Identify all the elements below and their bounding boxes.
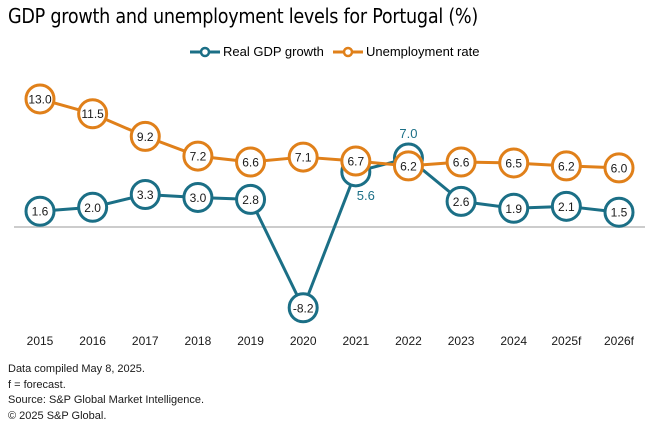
data-point: [235, 183, 267, 215]
data-label: 6.0: [611, 161, 628, 175]
data-label: 9.2: [137, 130, 154, 144]
data-label: 6.5: [505, 156, 522, 170]
data-point: [603, 196, 635, 228]
note-compiled: Data compiled May 8, 2025.: [8, 363, 145, 375]
data-label: 3.3: [137, 188, 154, 202]
data-point: [129, 120, 161, 152]
line-chart: 1.6 2.0 3.3 3.0 2.8 -8.2 5.6 7.0 2.6 1.9 2.1 1.5 13.…: [14, 83, 645, 348]
data-point: [550, 150, 582, 182]
data-point: [603, 152, 635, 184]
chart-title: GDP growth and unemployment levels for P…: [8, 4, 478, 28]
x-tick-label: 2015: [27, 334, 54, 348]
data-label: 6.7: [347, 155, 364, 169]
data-label: 11.5: [81, 107, 104, 121]
data-point: [550, 190, 582, 222]
data-label: 7.1: [295, 151, 312, 165]
note-copyright: © 2025 S&P Global.: [8, 409, 107, 422]
data-point: [235, 146, 267, 178]
x-tick-label: 2019: [237, 334, 264, 348]
data-label: 1.5: [611, 206, 628, 220]
data-label: 5.6: [357, 188, 375, 203]
data-label: 2.0: [84, 201, 101, 215]
x-tick-label: 2021: [342, 334, 369, 348]
data-point: [129, 178, 161, 210]
x-tick-label: 2018: [185, 334, 212, 348]
legend-item-unemployment: Unemployment rate: [333, 44, 479, 59]
series-line: [39, 97, 620, 170]
data-label: 6.2: [558, 159, 575, 173]
data-label: 6.2: [400, 159, 417, 173]
data-label: 6.6: [453, 155, 470, 169]
data-point: [182, 140, 214, 172]
data-point: [498, 147, 530, 179]
legend-item-gdp: Real GDP growth: [190, 44, 324, 59]
data-label: 3.0: [190, 191, 207, 205]
data-label: 2.6: [453, 195, 470, 209]
data-label: 1.6: [32, 205, 49, 219]
data-point: [445, 185, 477, 217]
data-point: [392, 150, 424, 182]
legend-label-gdp: Real GDP growth: [223, 44, 324, 59]
data-point: [24, 195, 56, 227]
legend-marker-gdp-icon: [190, 46, 220, 57]
data-point: [498, 192, 530, 224]
series-gdp: 1.6 2.0 3.3 3.0 2.8 -8.2 5.6 7.0 2.6 1.9 2.1 1.5: [24, 126, 635, 324]
data-label: 2.8: [242, 193, 259, 207]
data-label: 13.0: [28, 92, 52, 106]
x-tick-label: 2025f: [551, 334, 582, 348]
x-tick-label: 2017: [132, 334, 159, 348]
data-label: 7.0: [399, 126, 417, 141]
x-tick-label: 2020: [290, 334, 317, 348]
data-point: [445, 146, 477, 178]
data-label: 7.2: [190, 150, 207, 164]
data-point: [24, 83, 56, 115]
data-point: [182, 181, 214, 213]
x-tick-label: 2016: [79, 334, 106, 348]
legend-marker-unemployment-icon: [333, 46, 363, 57]
data-point: [77, 191, 109, 223]
legend: Real GDP growth Unemployment rate: [0, 44, 660, 64]
x-tick-label: 2024: [500, 334, 527, 348]
x-tick-label: 2023: [448, 334, 475, 348]
series-layer: 1.6 2.0 3.3 3.0 2.8 -8.2 5.6 7.0 2.6 1.9 2.1 1.5 13.…: [24, 83, 635, 324]
series-line: [39, 156, 620, 310]
data-point: [287, 292, 319, 324]
data-label: -8.2: [293, 301, 314, 315]
x-tick-label: 2026f: [604, 334, 635, 348]
data-point: [287, 141, 319, 173]
data-point: [340, 145, 372, 177]
note-source: Source: S&P Global Market Intelligence.: [8, 394, 205, 406]
data-label: 2.1: [558, 200, 575, 214]
note-forecast: f = forecast.: [8, 378, 66, 391]
x-tick-label: 2022: [395, 334, 422, 348]
data-point: [77, 98, 109, 130]
footnotes: Data compiled May 8, 2025. f = forecast.…: [8, 362, 204, 424]
data-label: 6.6: [242, 155, 259, 169]
legend-label-unemployment: Unemployment rate: [366, 44, 480, 59]
x-axis: 2015 2016 2017 2018 2019 2020 2021 2022 2023 2024…: [27, 334, 635, 348]
data-label: 1.9: [505, 202, 522, 216]
series-unemployment: 13.0 11.5 9.2 7.2 6.6 7.1 6.7 6.2 6.6 6.5 6.2 6.0: [24, 83, 635, 184]
